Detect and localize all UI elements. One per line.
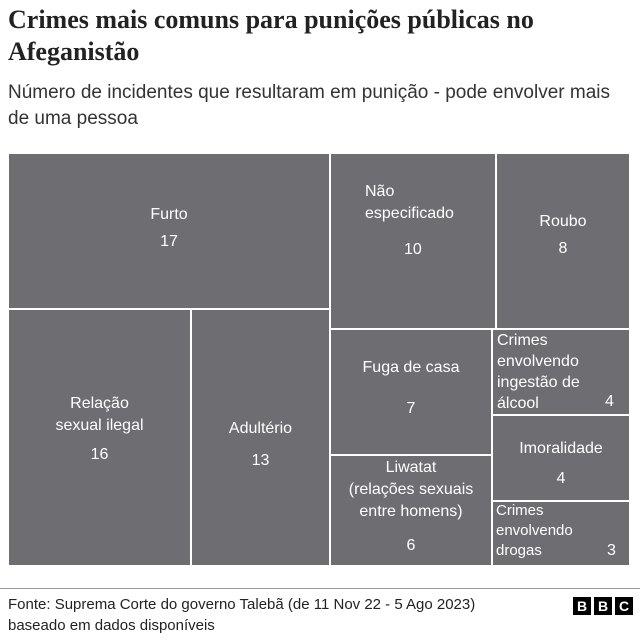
tile-value: 3 [607,542,616,559]
tile-label: Furto [150,206,188,223]
treemap-tile-furto: Furto 17 [8,153,330,309]
treemap-tile-fuga-de-casa: Fuga de casa 7 [330,329,492,455]
treemap-tile-nao-especificado: Não especificado 10 [330,153,496,329]
treemap-tile-crimes-drogas: Crimes envolvendo drogas 3 [492,501,630,566]
bbc-logo: B B C [573,597,633,615]
logo-letter: C [615,597,633,615]
tile-label: Adultério [228,420,293,437]
tile-label: Roubo [539,213,587,230]
tile-label: Fuga de casa [362,359,460,376]
treemap-tile-crimes-alcool: Crimes envolvendo ingestão de álcool 4 [492,329,630,415]
tile-value: 16 [90,446,109,463]
logo-letter: B [594,597,612,615]
treemap-tile-adulterio: Adultério 13 [191,309,330,566]
tile-label: Crimes envolvendo drogas [496,502,573,559]
treemap: Furto 17 Relação sexual ilegal 16 Adulté… [8,153,630,566]
logo-letter: B [573,597,591,615]
source-note: Fonte: Suprema Corte do governo Talebã (… [8,596,476,634]
tile-label: Não especificado [365,183,454,222]
treemap-tile-imoralidade: Imoralidade 4 [492,415,630,501]
tile-value: 8 [558,240,568,257]
tile-value: 4 [556,470,566,487]
treemap-tile-liwatat: Liwatat (relações sexuais entre homens) … [330,455,492,566]
treemap-tile-relacao-sexual-ilegal: Relação sexual ilegal 16 [8,309,191,566]
tile-value: 4 [605,393,614,410]
tile-value: 6 [406,537,416,554]
tile-value: 17 [160,233,178,250]
treemap-tile-roubo: Roubo 8 [496,153,630,329]
tile-label: Imoralidade [519,440,603,457]
tile-label: Liwatat (relações sexuais entre homens) [348,459,474,520]
tile-value: 13 [251,452,270,469]
tile-label: Relação sexual ilegal [55,395,144,434]
chart-title: Crimes mais comuns para punições pública… [8,5,534,66]
chart-subtitle: Número de incidentes que resultaram em p… [8,82,610,129]
tile-value: 7 [406,400,416,417]
tile-value: 10 [404,241,422,258]
footer-divider [0,588,640,589]
tile-label: Crimes envolvendo ingestão de álcool [497,332,580,412]
